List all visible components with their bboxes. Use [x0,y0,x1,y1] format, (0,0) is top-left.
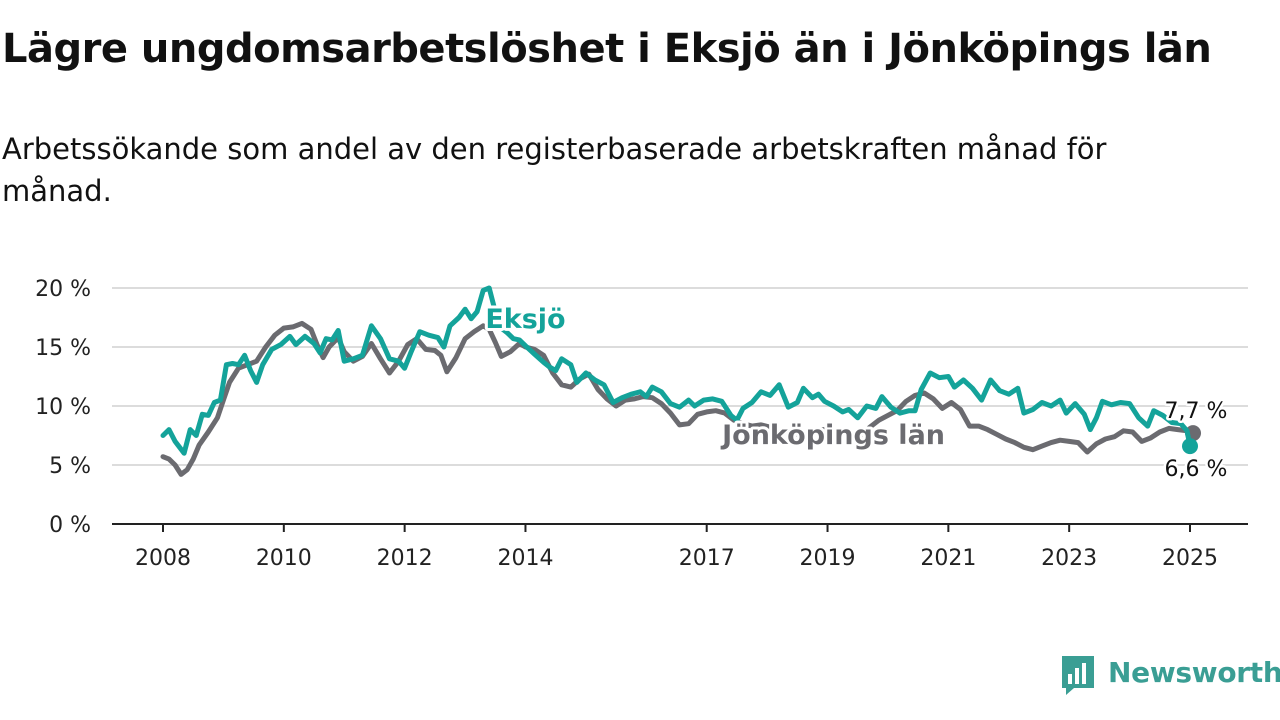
y-tick-label: 10 % [35,395,91,420]
end-value-label: 7,7 % [1165,399,1228,424]
y-tick-label: 0 % [49,513,91,538]
series-label: Eksjö [485,304,565,335]
x-tick-label: 2017 [679,546,735,571]
x-tick-label: 2019 [800,546,856,571]
y-tick-label: 5 % [49,454,91,479]
x-tick-label: 2025 [1162,546,1218,571]
chart-title: Lägre ungdomsarbetslöshet i Eksjö än i J… [2,26,1212,72]
y-tick-label: 15 % [35,336,91,361]
x-tick-label: 2012 [377,546,433,571]
series-line-eksjo [160,285,1193,456]
y-tick-label: 20 % [35,277,91,302]
newsworthy-logo-icon [1062,656,1094,695]
x-tick-label: 2021 [920,546,976,571]
brand-name: Newsworthy [1108,656,1280,689]
chart-subtitle: Arbetssökande som andel av den registerb… [2,132,1107,208]
line-chart: 0 %5 %10 %15 %20 % 2008 2010 2012 2014 2017 2… [35,277,1248,571]
series-labels: Eksjö Jönköpings län 6,6 % 7,7 % [482,301,1230,485]
x-tick-label: 2008 [135,546,191,571]
y-axis-ticks: 0 % 5 % 10 % 15 % 20 % [35,277,91,538]
series-end-point [1182,438,1198,455]
x-tick-label: 2023 [1041,546,1097,571]
x-tick-label: 2010 [256,546,312,571]
brand-logo: Newsworthy [1060,654,1280,698]
x-tick-label: 2014 [497,546,553,571]
end-value-label: 6,6 % [1165,457,1228,482]
gridlines [112,287,1248,525]
series-lines [160,285,1202,477]
x-axis-ticks: 2008 2010 2012 2014 2017 2019 2021 2023 2025 [135,524,1218,571]
series-label: Jönköpings län [720,420,945,451]
